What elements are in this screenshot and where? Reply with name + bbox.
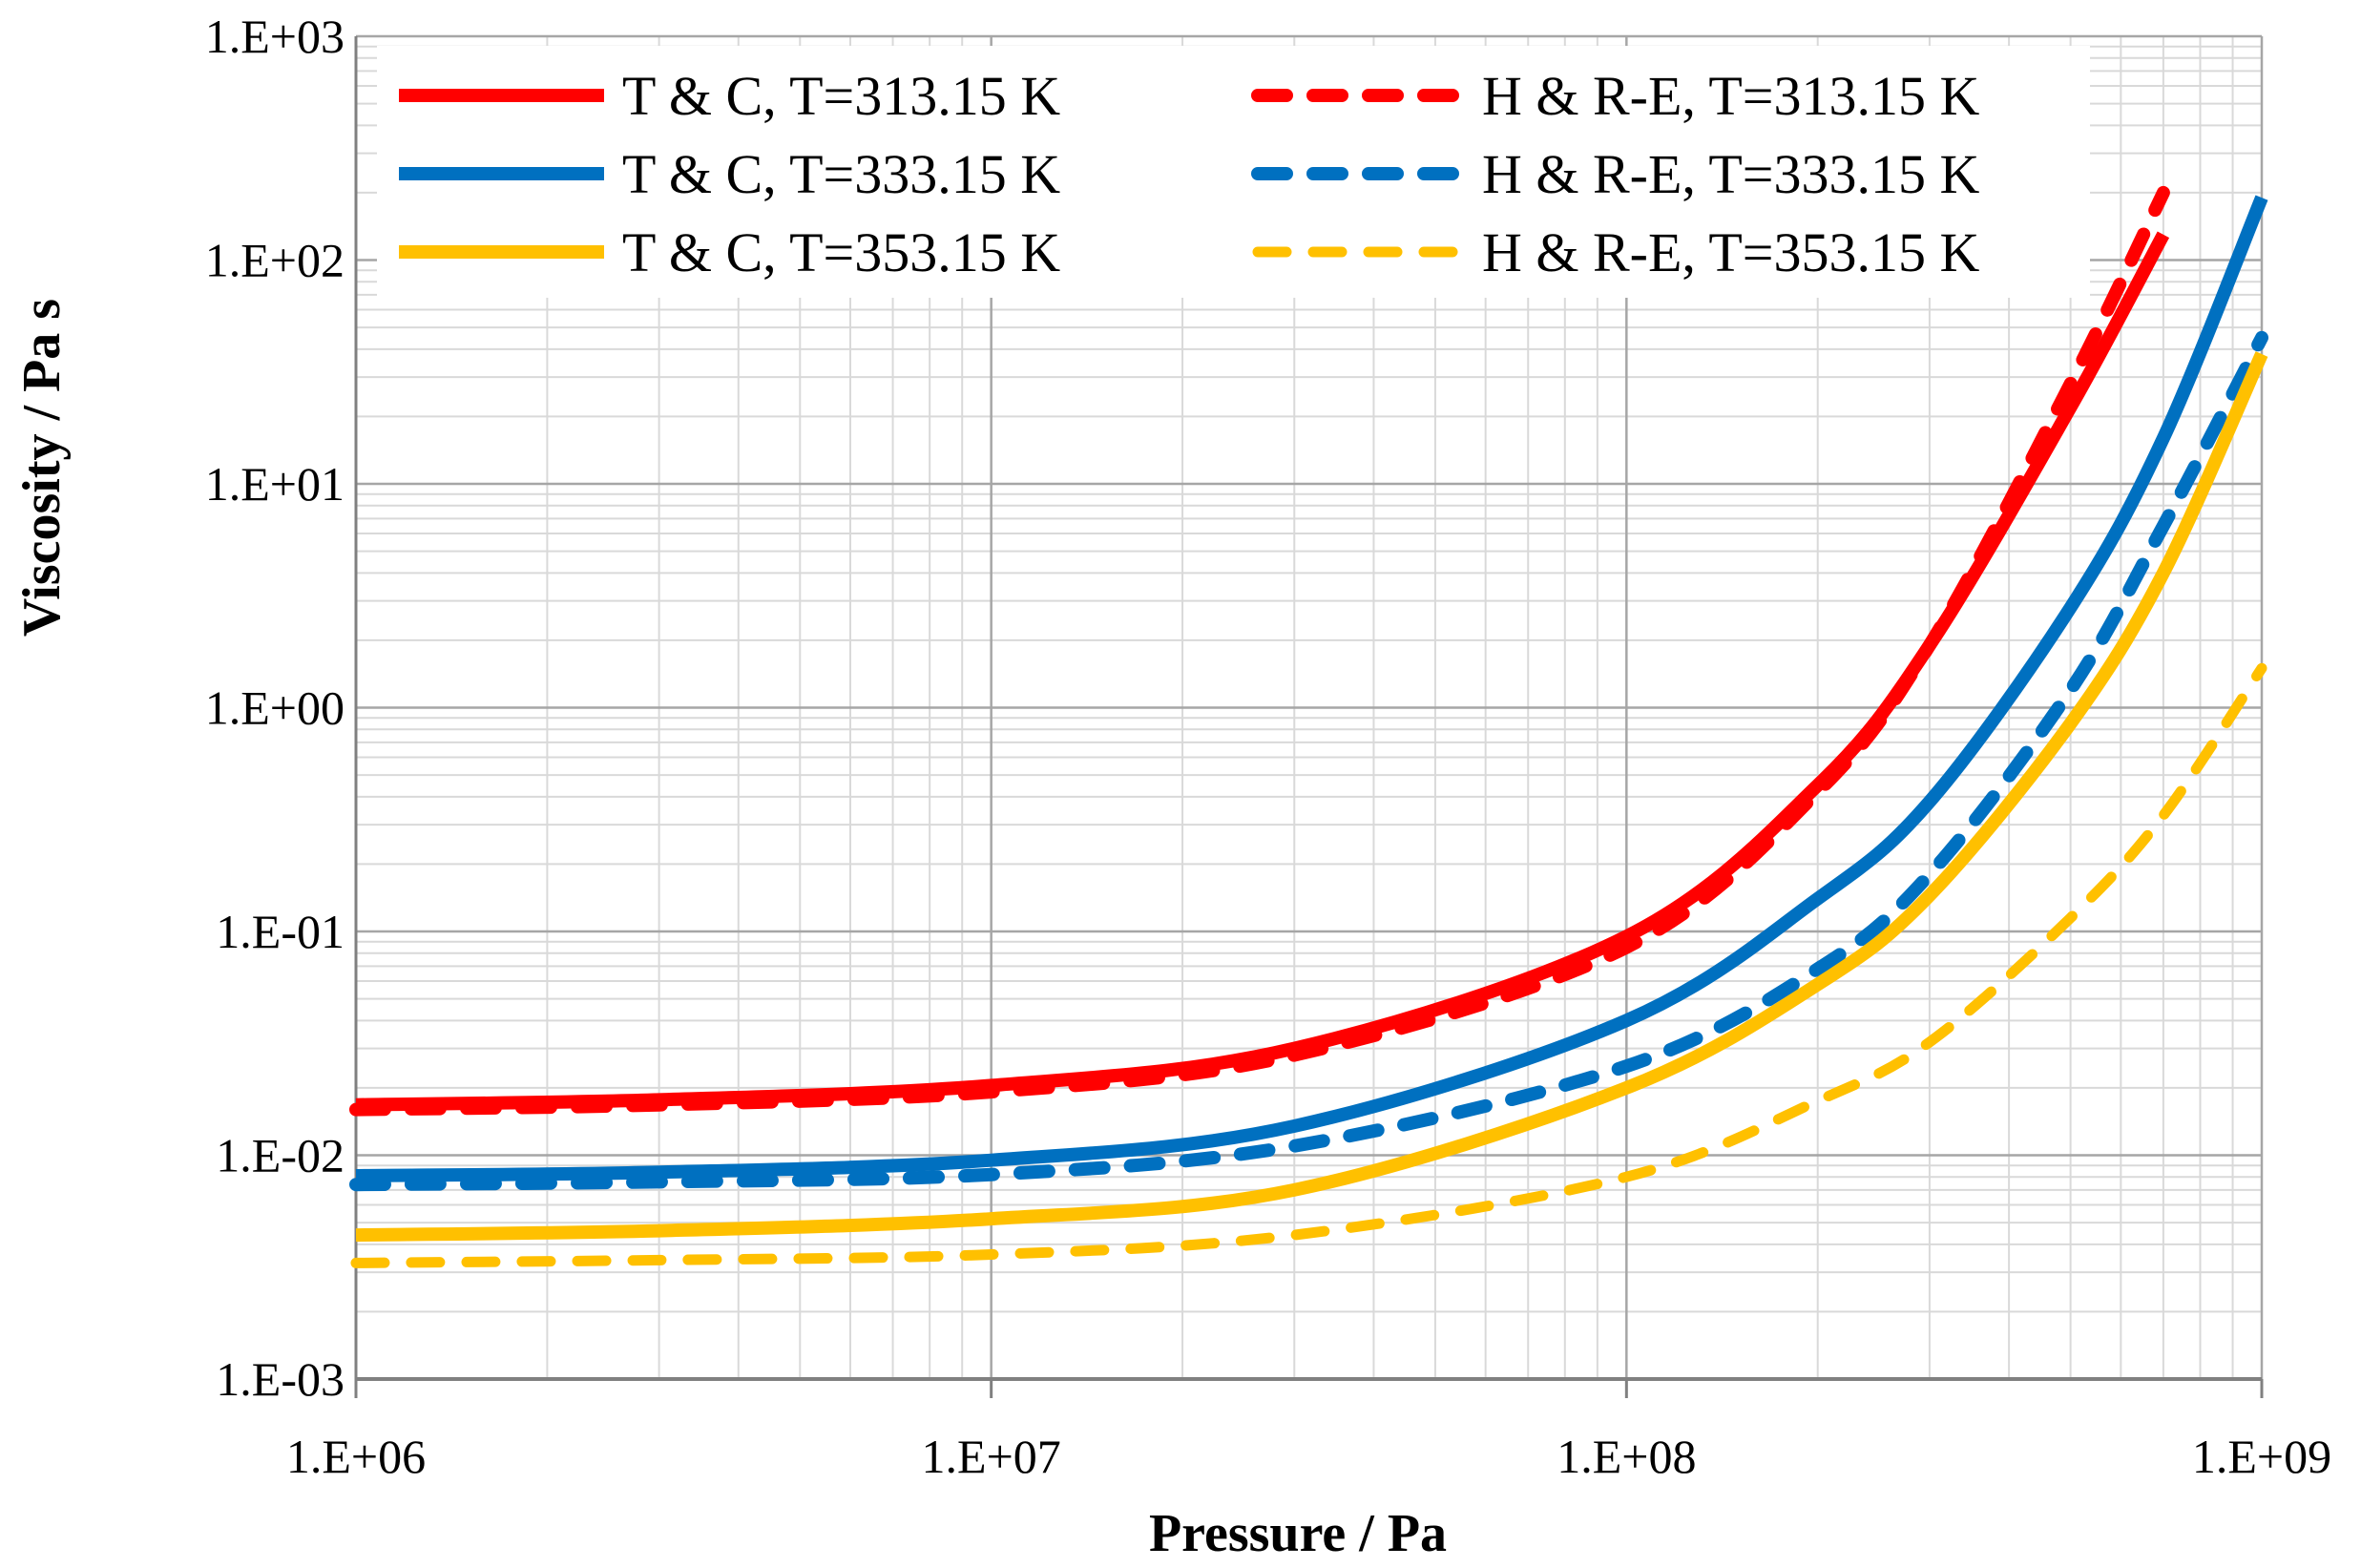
y-tick-label: 1.E-01 — [216, 905, 345, 958]
axes: 1.E+06 1.E+07 1.E+08 1.E+09 1.E-03 1.E-02 1.E-… — [205, 10, 2331, 1483]
y-axis-title: Viscosity / Pa s — [12, 299, 72, 637]
series-line-h-r-e-t-333-15-k — [349, 330, 2268, 1192]
legend-label: H & R-E, T=353.15 K — [1482, 221, 1980, 283]
legend: T & C, T=313.15 K T & C, T=333.15 K T & C,… — [377, 46, 2090, 298]
x-tick-label: 1.E+08 — [1557, 1430, 1696, 1483]
series-line-t-c-t-313-15-k — [355, 231, 2170, 1112]
y-tick-label: 1.E+00 — [205, 681, 345, 735]
series-line-t-c-t-333-15-k — [355, 195, 2268, 1182]
legend-label: H & R-E, T=313.15 K — [1482, 65, 1980, 127]
y-tick-label: 1.E+01 — [205, 457, 345, 511]
x-tick-label: 1.E+09 — [2192, 1430, 2331, 1483]
legend-box — [377, 46, 2090, 298]
legend-label: T & C, T=353.15 K — [622, 221, 1060, 283]
legend-label: H & R-E, T=333.15 K — [1482, 143, 1980, 205]
y-tick-label: 1.E-02 — [216, 1129, 345, 1182]
legend-label: T & C, T=313.15 K — [622, 65, 1060, 127]
y-tick-label: 1.E+03 — [205, 10, 345, 63]
legend-label: T & C, T=333.15 K — [622, 143, 1060, 205]
y-tick-label: 1.E-03 — [216, 1352, 345, 1406]
series-line-h-r-e-t-353-15-k — [350, 662, 2267, 1268]
x-tick-label: 1.E+06 — [286, 1430, 426, 1483]
y-tick-label: 1.E+02 — [205, 234, 345, 287]
x-tick-label: 1.E+07 — [922, 1430, 1061, 1483]
series-line-t-c-t-353-15-k — [355, 351, 2268, 1243]
series-lines — [349, 185, 2268, 1268]
x-axis-title: Pressure / Pa — [1149, 1504, 1447, 1563]
